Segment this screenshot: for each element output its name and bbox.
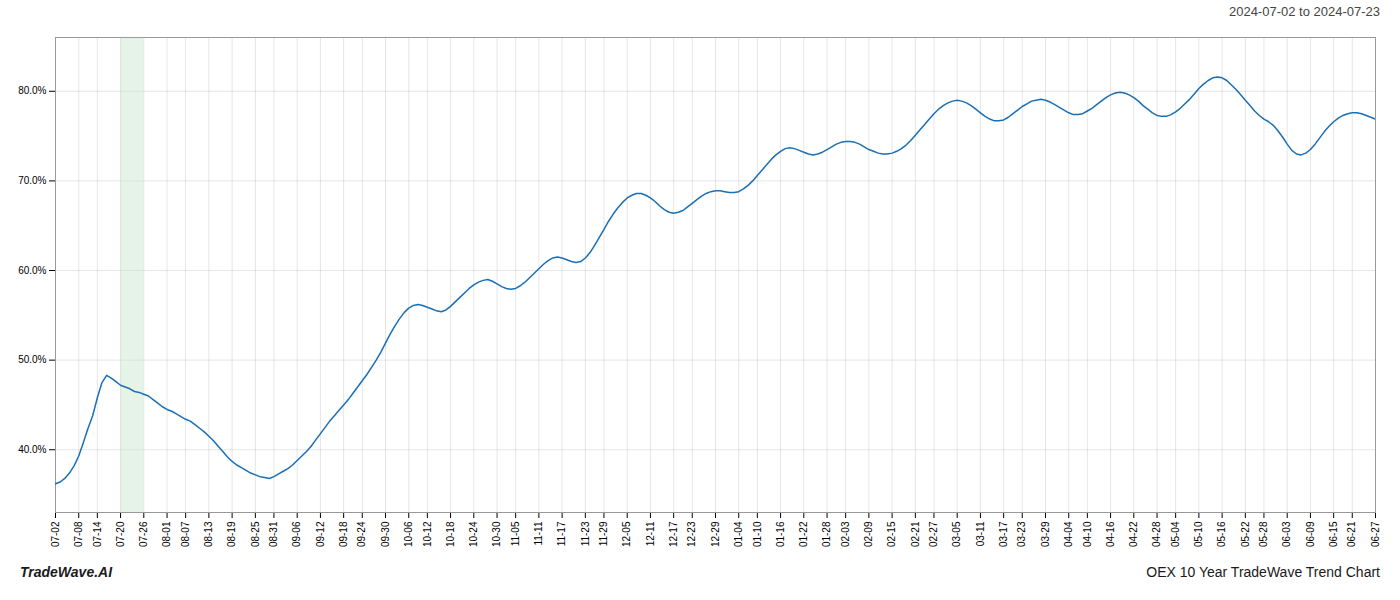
svg-text:12-29: 12-29 bbox=[710, 521, 721, 547]
svg-text:11-29: 11-29 bbox=[598, 521, 609, 546]
svg-text:05-04: 05-04 bbox=[1170, 521, 1181, 547]
svg-text:12-17: 12-17 bbox=[668, 521, 679, 547]
svg-text:11-11: 11-11 bbox=[533, 521, 544, 546]
svg-text:04-28: 04-28 bbox=[1151, 521, 1162, 547]
svg-text:08-07: 08-07 bbox=[180, 521, 191, 547]
svg-text:01-28: 01-28 bbox=[821, 521, 832, 547]
svg-text:03-05: 03-05 bbox=[951, 521, 962, 547]
svg-text:01-10: 01-10 bbox=[752, 521, 763, 547]
svg-text:06-21: 06-21 bbox=[1346, 521, 1357, 547]
svg-text:03-17: 03-17 bbox=[998, 521, 1009, 547]
svg-text:10-30: 10-30 bbox=[491, 521, 502, 547]
svg-text:60.0%: 60.0% bbox=[18, 265, 46, 276]
svg-text:02-27: 02-27 bbox=[928, 521, 939, 547]
svg-text:12-05: 12-05 bbox=[621, 521, 632, 547]
svg-text:08-25: 08-25 bbox=[250, 521, 261, 547]
svg-text:08-19: 08-19 bbox=[226, 521, 237, 547]
svg-text:04-16: 04-16 bbox=[1105, 521, 1116, 547]
svg-text:50.0%: 50.0% bbox=[18, 354, 46, 365]
svg-text:11-23: 11-23 bbox=[580, 521, 591, 546]
svg-text:09-06: 09-06 bbox=[291, 521, 302, 547]
svg-text:06-27: 06-27 bbox=[1370, 521, 1381, 547]
html-text:2024-07-02 to 2024-07-23: 2024-07-02 to 2024-07-23 bbox=[1228, 4, 1380, 19]
svg-text:01-16: 01-16 bbox=[775, 521, 786, 547]
svg-text:08-31: 08-31 bbox=[268, 521, 279, 547]
svg-text:06-09: 06-09 bbox=[1305, 521, 1316, 547]
svg-text:70.0%: 70.0% bbox=[18, 175, 46, 186]
svg-text:09-24: 09-24 bbox=[356, 521, 367, 547]
svg-text:06-15: 06-15 bbox=[1328, 521, 1339, 547]
svg-text:80.0%: 80.0% bbox=[18, 85, 46, 96]
svg-text:05-28: 05-28 bbox=[1258, 521, 1269, 547]
svg-text:02-21: 02-21 bbox=[910, 521, 921, 547]
svg-text:07-02: 07-02 bbox=[50, 521, 61, 547]
svg-text:10-12: 10-12 bbox=[422, 521, 433, 547]
svg-text:01-22: 01-22 bbox=[798, 521, 809, 547]
svg-text:12-11: 12-11 bbox=[645, 521, 656, 546]
svg-text:03-23: 03-23 bbox=[1016, 521, 1027, 547]
svg-text:04-04: 04-04 bbox=[1063, 521, 1074, 547]
svg-text:06-03: 06-03 bbox=[1281, 521, 1292, 547]
svg-text:05-22: 05-22 bbox=[1240, 521, 1251, 547]
svg-text:11-17: 11-17 bbox=[556, 521, 567, 546]
svg-text:02-03: 02-03 bbox=[840, 521, 851, 547]
svg-text:04-22: 04-22 bbox=[1128, 521, 1139, 547]
svg-text:02-15: 02-15 bbox=[886, 521, 897, 547]
svg-text:01-04: 01-04 bbox=[733, 521, 744, 547]
svg-text:05-16: 05-16 bbox=[1216, 521, 1227, 547]
svg-text:07-26: 07-26 bbox=[138, 521, 149, 547]
svg-text:05-10: 05-10 bbox=[1193, 521, 1204, 547]
svg-text:03-11: 03-11 bbox=[975, 521, 986, 546]
svg-text:07-08: 07-08 bbox=[73, 521, 84, 547]
svg-text:09-18: 09-18 bbox=[338, 521, 349, 547]
svg-text:04-10: 04-10 bbox=[1082, 521, 1093, 547]
html-text:OEX 10 Year TradeWave Trend Ch: OEX 10 Year TradeWave Trend Chart bbox=[1146, 564, 1380, 580]
svg-text:08-01: 08-01 bbox=[161, 521, 172, 547]
svg-text:07-14: 07-14 bbox=[92, 521, 103, 547]
svg-text:10-06: 10-06 bbox=[403, 521, 414, 547]
svg-text:08-13: 08-13 bbox=[203, 521, 214, 547]
svg-text:09-12: 09-12 bbox=[315, 521, 326, 547]
svg-text:07-20: 07-20 bbox=[115, 521, 126, 547]
svg-text:10-18: 10-18 bbox=[445, 521, 456, 547]
svg-text:12-23: 12-23 bbox=[686, 521, 697, 547]
svg-text:10-24: 10-24 bbox=[468, 521, 479, 547]
svg-text:11-05: 11-05 bbox=[510, 521, 521, 546]
svg-text:40.0%: 40.0% bbox=[18, 444, 46, 455]
svg-text:03-29: 03-29 bbox=[1040, 521, 1051, 547]
html-text:TradeWave.AI: TradeWave.AI bbox=[20, 564, 113, 580]
svg-text:09-30: 09-30 bbox=[380, 521, 391, 547]
svg-text:02-09: 02-09 bbox=[863, 521, 874, 547]
